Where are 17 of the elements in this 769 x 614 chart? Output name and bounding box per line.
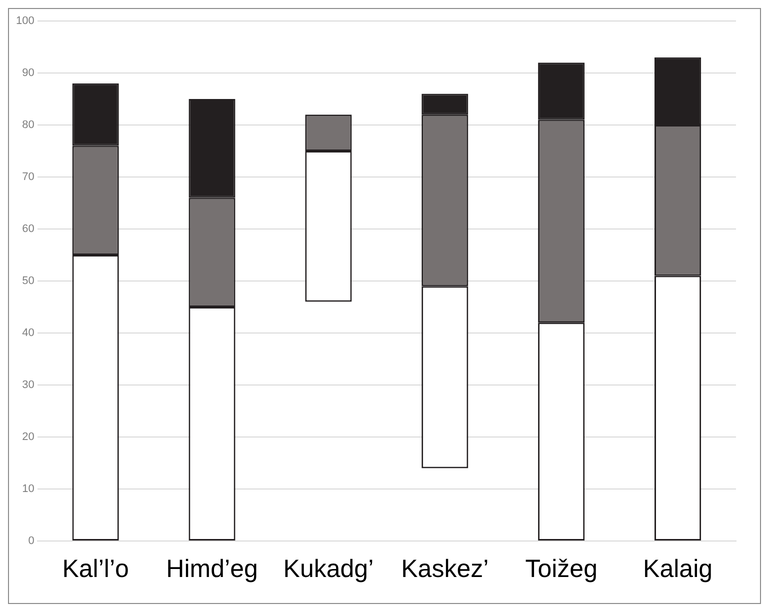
y-tick-label: 0 — [28, 535, 34, 548]
y-tick-label: 10 — [22, 483, 34, 496]
y-tick-label: 70 — [22, 171, 34, 184]
y-tick-label: 40 — [22, 327, 34, 340]
y-tick-label: 100 — [16, 15, 34, 28]
x-tick-label: Kalaig — [643, 554, 713, 583]
x-tick-label: Kal’l’o — [62, 554, 129, 583]
x-tick-label: Himd’eg — [166, 554, 258, 583]
y-tick-label: 20 — [22, 431, 34, 444]
y-tick-label: 50 — [22, 275, 34, 288]
y-tick-label: 30 — [22, 379, 34, 392]
x-tick-label: Kukadg’ — [283, 554, 374, 583]
y-tick-label: 80 — [22, 119, 34, 132]
x-tick-label: Kaskez’ — [401, 554, 489, 583]
y-tick-label: 90 — [22, 67, 34, 80]
x-tick-label: Toižeg — [525, 554, 598, 583]
y-tick-label: 60 — [22, 223, 34, 236]
